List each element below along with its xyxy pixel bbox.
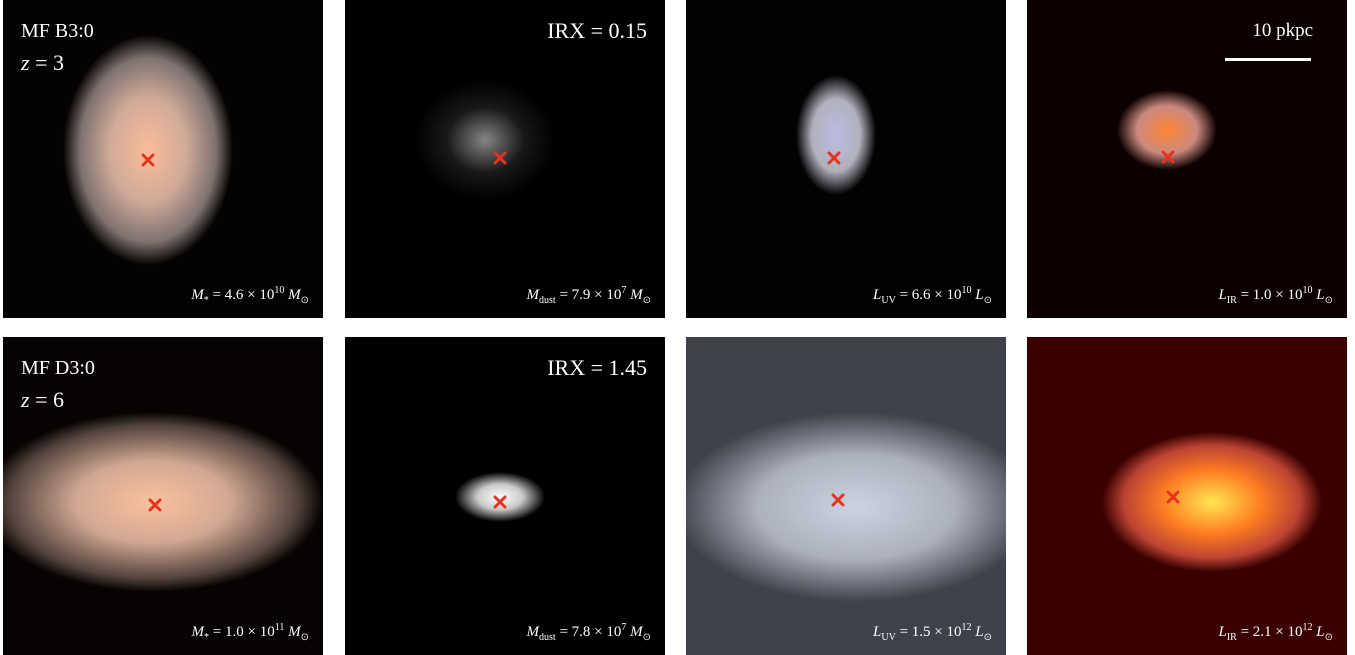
quantity-subscript: dust [539, 632, 556, 643]
quantity-label: LIR = 2.1 × 1012 L⊙ [1219, 622, 1334, 643]
quantity-exponent: 10 [962, 285, 972, 296]
center-marker [827, 151, 841, 165]
scale-bar [1225, 58, 1311, 61]
unit-symbol: L [1316, 624, 1324, 640]
unit-subscript: ⊙ [643, 295, 651, 306]
redshift-symbol: z [21, 50, 30, 75]
galaxy-name: MF D3:0 [21, 357, 95, 380]
quantity-symbol: M [192, 624, 205, 640]
center-marker [493, 495, 507, 509]
unit-subscript: ⊙ [1325, 632, 1333, 643]
quantity-subscript: * [204, 295, 209, 306]
center-marker [493, 151, 507, 165]
unit-subscript: ⊙ [1325, 295, 1333, 306]
quantity-symbol: M [527, 287, 540, 303]
unit-symbol: M [630, 624, 643, 640]
redshift: z = 6 [21, 387, 64, 413]
unit-subscript: ⊙ [984, 295, 992, 306]
center-marker [141, 153, 155, 167]
quantity-symbol: L [1219, 287, 1227, 303]
quantity-subscript: IR [1227, 295, 1237, 306]
unit-symbol: L [1316, 287, 1324, 303]
center-marker [1166, 490, 1180, 504]
quantity-symbol: M [527, 624, 540, 640]
figure: MF B3:0z = 3M* = 4.6 × 1010 M⊙IRX = 0.15… [0, 0, 1355, 655]
galaxy-name: MF B3:0 [21, 20, 94, 43]
redshift-value: = 3 [35, 50, 64, 75]
quantity-subscript: dust [539, 295, 556, 306]
quantity-subscript: UV [881, 295, 895, 306]
unit-symbol: L [975, 287, 983, 303]
quantity-value: = 1.5 × 10 [900, 624, 962, 640]
quantity-exponent: 11 [275, 622, 285, 633]
quantity-label: Mdust = 7.8 × 107 M⊙ [527, 622, 651, 643]
unit-subscript: ⊙ [643, 632, 651, 643]
quantity-label: Mdust = 7.9 × 107 M⊙ [527, 285, 651, 306]
quantity-symbol: M [191, 287, 204, 303]
quantity-label: M* = 4.6 × 1010 M⊙ [191, 285, 309, 306]
quantity-subscript: IR [1227, 632, 1237, 643]
center-marker [831, 493, 845, 507]
quantity-value: = 4.6 × 10 [212, 287, 274, 303]
quantity-value: = 2.1 × 10 [1241, 624, 1303, 640]
quantity-exponent: 10 [1303, 285, 1313, 296]
redshift-symbol: z [21, 387, 30, 412]
quantity-label: LUV = 1.5 × 1012 L⊙ [873, 622, 992, 643]
quantity-exponent: 12 [962, 622, 972, 633]
irx-label: IRX = 1.45 [547, 355, 647, 381]
quantity-value: = 6.6 × 10 [900, 287, 962, 303]
redshift-value: = 6 [35, 387, 64, 412]
quantity-exponent: 12 [1303, 622, 1313, 633]
unit-symbol: M [630, 287, 643, 303]
unit-symbol: M [288, 287, 301, 303]
quantity-label: M* = 1.0 × 1011 M⊙ [192, 622, 309, 643]
quantity-symbol: L [1219, 624, 1227, 640]
center-marker [1161, 150, 1175, 164]
unit-subscript: ⊙ [301, 295, 309, 306]
quantity-subscript: UV [881, 632, 895, 643]
quantity-exponent: 10 [274, 285, 284, 296]
quantity-value: = 7.8 × 10 [559, 624, 621, 640]
quantity-value: = 7.9 × 10 [559, 287, 621, 303]
irx-label: IRX = 0.15 [547, 18, 647, 44]
quantity-value: = 1.0 × 10 [1241, 287, 1303, 303]
quantity-label: LUV = 6.6 × 1010 L⊙ [873, 285, 992, 306]
unit-subscript: ⊙ [301, 632, 309, 643]
quantity-subscript: * [204, 632, 209, 643]
image-panel: LUV = 6.6 × 1010 L⊙ [686, 0, 1006, 318]
unit-symbol: L [975, 624, 983, 640]
center-marker [148, 498, 162, 512]
scale-bar-label: 10 pkpc [1252, 20, 1313, 42]
quantity-exponent: 7 [621, 622, 626, 633]
quantity-value: = 1.0 × 10 [213, 624, 275, 640]
quantity-exponent: 7 [621, 285, 626, 296]
image-panel: LIR = 2.1 × 1012 L⊙ [1027, 337, 1347, 655]
unit-symbol: M [288, 624, 301, 640]
image-panel: LUV = 1.5 × 1012 L⊙ [686, 337, 1006, 655]
unit-subscript: ⊙ [984, 632, 992, 643]
redshift: z = 3 [21, 50, 64, 76]
quantity-label: LIR = 1.0 × 1010 L⊙ [1219, 285, 1334, 306]
